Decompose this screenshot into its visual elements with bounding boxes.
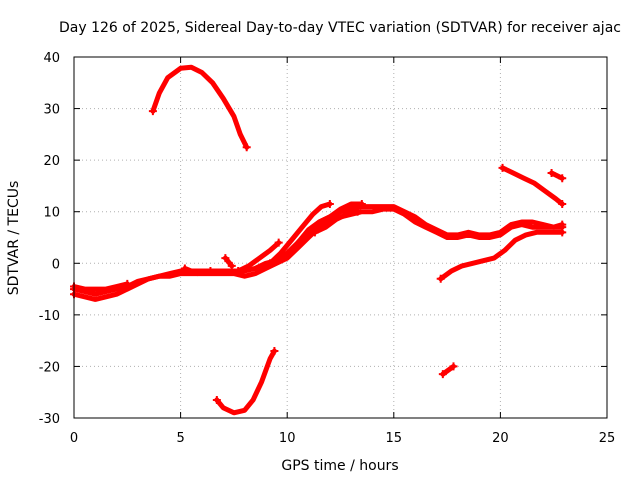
series-tick-7.2 — [222, 255, 235, 269]
series-end-marker — [558, 220, 567, 229]
series-end-marker — [558, 228, 567, 237]
x-tick-label: 20 — [492, 431, 509, 446]
series-end-marker — [234, 267, 243, 276]
series-upper-right — [500, 165, 565, 207]
series-end-marker — [206, 267, 215, 276]
x-tick-label: 25 — [599, 431, 616, 446]
series-end-marker — [449, 362, 458, 371]
y-tick-label: 40 — [43, 51, 60, 66]
y-tick-labels: -30 -20 -10 0 10 20 30 40 — [39, 51, 60, 427]
axis-ticks — [73, 56, 608, 419]
series-end-marker — [438, 370, 447, 379]
series-end-marker — [242, 143, 251, 152]
series-arc-high — [150, 64, 250, 150]
series-arc-low — [214, 348, 277, 416]
series-end-marker — [221, 254, 230, 263]
series-end-marker — [266, 259, 275, 268]
y-tick-label: -10 — [39, 309, 60, 324]
plot-frame — [73, 56, 608, 419]
series-end-marker — [325, 199, 334, 208]
series-main-band-c — [71, 281, 130, 292]
y-axis-label: SDTVAR / TECUs — [6, 181, 22, 296]
y-tick-label: 30 — [43, 103, 60, 118]
series-rise-2 — [267, 201, 333, 266]
series-branch-11.5 — [312, 209, 361, 235]
series-end-marker — [357, 199, 366, 208]
data-series — [70, 64, 567, 416]
series-end-marker — [148, 107, 157, 116]
series-end-marker — [274, 238, 283, 247]
series-end-marker — [547, 169, 556, 178]
series-end-marker — [270, 346, 279, 355]
series-end-marker — [212, 395, 221, 404]
series-end-marker — [498, 163, 507, 172]
series-rise-1 — [235, 240, 282, 274]
x-tick-label: 5 — [176, 431, 184, 446]
y-tick-label: -30 — [39, 412, 60, 427]
series-end-marker — [180, 264, 189, 273]
x-axis-label: GPS time / hours — [281, 458, 398, 474]
x-tick-label: 0 — [70, 431, 78, 446]
series-step-5.5 — [182, 265, 213, 277]
grid-lines — [74, 57, 607, 418]
x-tick-label: 15 — [386, 431, 403, 446]
chart-title: Day 126 of 2025, Sidereal Day-to-day VTE… — [59, 20, 621, 36]
series-end-marker — [123, 279, 132, 288]
y-tick-label: 20 — [43, 154, 60, 169]
series-end-marker — [353, 207, 362, 216]
series-main-band-b — [71, 206, 565, 302]
series-end-marker — [558, 199, 567, 208]
series-rise-3 — [284, 201, 365, 258]
series-lower-right — [438, 229, 565, 282]
x-tick-label: 10 — [279, 431, 296, 446]
x-tick-labels: 0 5 10 15 20 25 — [70, 431, 615, 446]
series-end-marker — [283, 251, 292, 260]
y-tick-label: 0 — [52, 257, 60, 272]
series-stub-17.5 — [440, 363, 456, 377]
y-tick-label: 10 — [43, 206, 60, 221]
series-end-marker — [436, 274, 445, 283]
series-end-marker — [310, 228, 319, 237]
y-tick-label: -20 — [39, 360, 60, 375]
series-end-marker — [227, 261, 236, 270]
series-end-marker — [558, 174, 567, 183]
